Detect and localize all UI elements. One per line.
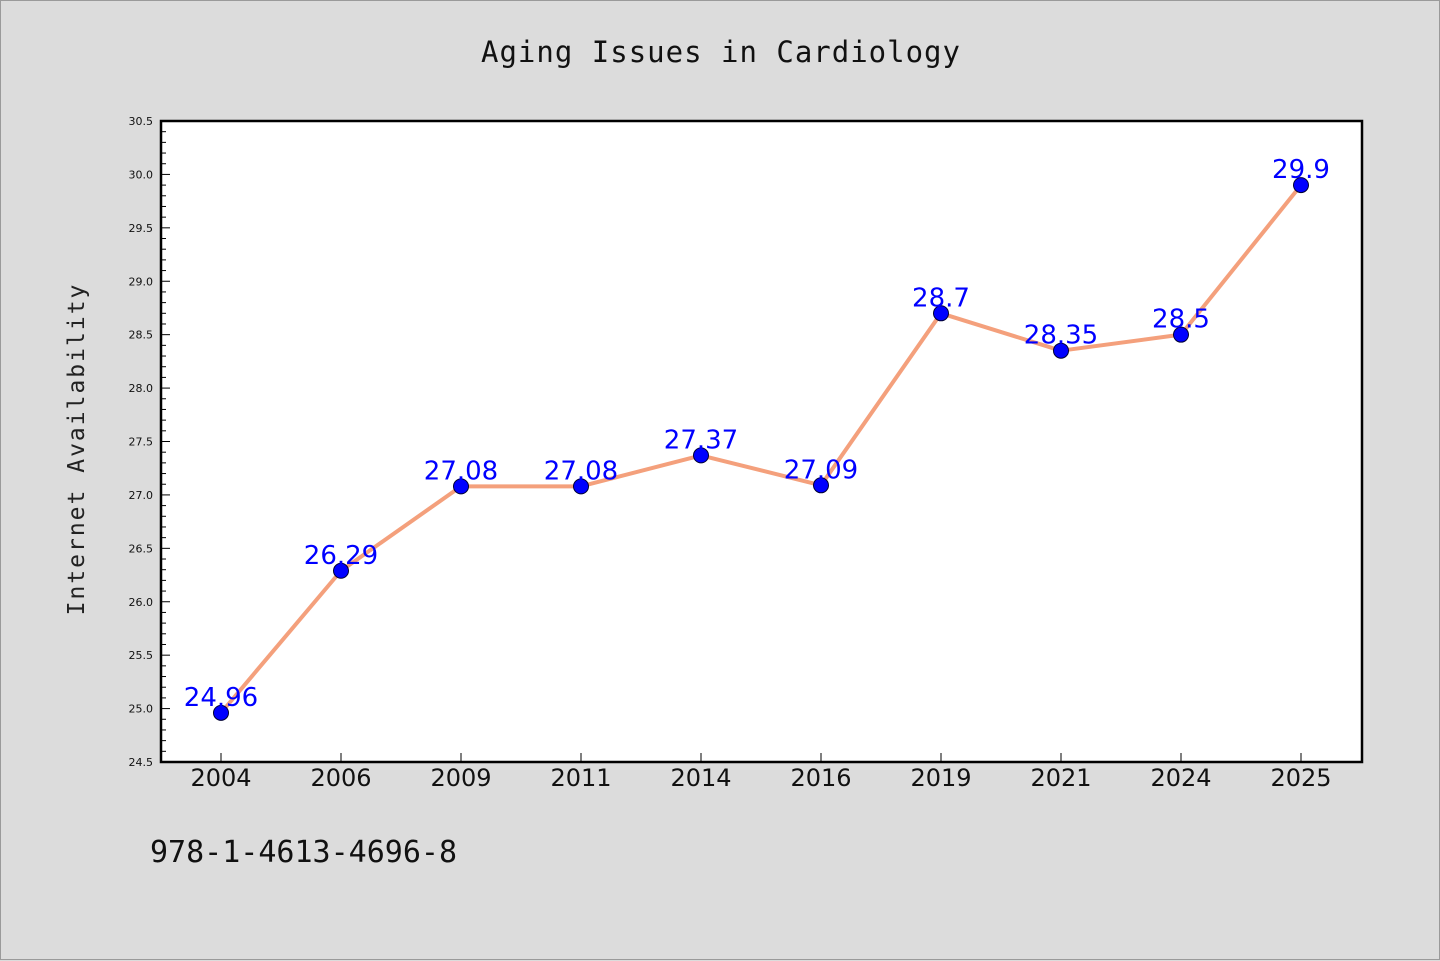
x-tick-label: 2019 [910, 764, 971, 792]
isbn-text: 978-1-4613-4696-8 [150, 835, 458, 870]
data-point [813, 477, 829, 494]
y-tick-label: 27.5 [129, 436, 154, 449]
y-tick-label: 24.5 [129, 756, 154, 769]
plot-frame [159, 119, 1364, 764]
data-point [333, 562, 349, 579]
x-tick-label: 2014 [670, 764, 731, 792]
y-tick-label: 26.0 [129, 596, 154, 609]
data-label: 27.37 [664, 425, 738, 455]
data-label: 28.35 [1024, 321, 1098, 351]
chart-title: Aging Issues in Cardiology [481, 35, 961, 69]
data-label: 27.08 [544, 456, 618, 486]
y-tick-label: 25.0 [129, 703, 154, 716]
data-point [213, 704, 229, 721]
x-tick-label: 2004 [190, 764, 251, 792]
x-tick-label: 2021 [1030, 764, 1091, 792]
data-label: 24.96 [184, 683, 258, 713]
series-line [219, 183, 1303, 715]
data-label: 28.5 [1152, 305, 1210, 335]
data-point [693, 447, 709, 464]
data-label: 27.09 [784, 455, 858, 485]
y-tick-label: 26.5 [129, 542, 154, 555]
y-tick-label: 25.5 [129, 649, 154, 662]
x-tick-label: 2025 [1270, 764, 1331, 792]
data-point [453, 478, 469, 495]
y-tick-label: 30.0 [129, 168, 154, 181]
data-label: 28.7 [912, 283, 970, 313]
plot-area [161, 121, 1362, 762]
y-tick-label: 29.5 [129, 222, 154, 235]
y-tick-label: 30.5 [129, 115, 154, 128]
data-point [933, 305, 949, 322]
x-tick-label: 2024 [1150, 764, 1211, 792]
x-tick-label: 2009 [430, 764, 491, 792]
data-point [1173, 326, 1189, 343]
data-point [1293, 177, 1309, 194]
x-tick-label: 2016 [790, 764, 851, 792]
data-point [573, 478, 589, 495]
data-label: 29.9 [1272, 155, 1330, 185]
x-tick-label: 2006 [310, 764, 371, 792]
data-label: 27.08 [424, 456, 498, 486]
x-tick-label: 2011 [550, 764, 611, 792]
data-point [1053, 342, 1069, 359]
y-tick-label: 28.5 [129, 329, 154, 342]
y-tick-label: 29.0 [129, 275, 154, 288]
data-label: 26.29 [304, 541, 378, 571]
y-tick-label: 27.0 [129, 489, 154, 502]
y-tick-label: 28.0 [129, 382, 154, 395]
